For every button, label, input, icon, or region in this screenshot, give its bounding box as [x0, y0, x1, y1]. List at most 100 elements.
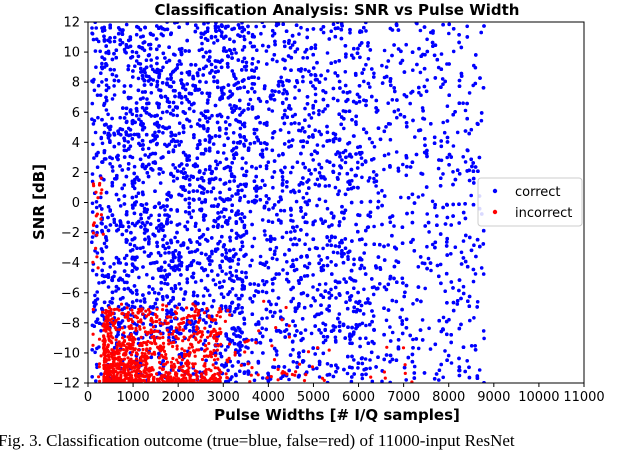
correct-point	[137, 117, 141, 121]
correct-point	[404, 42, 409, 47]
correct-point	[419, 54, 424, 58]
correct-point	[363, 242, 368, 247]
correct-point	[388, 77, 393, 81]
correct-point	[331, 324, 336, 328]
correct-point	[344, 155, 348, 160]
correct-point	[112, 68, 116, 72]
correct-point	[321, 25, 326, 29]
correct-point	[206, 22, 210, 25]
correct-point	[293, 236, 297, 241]
correct-point	[438, 184, 443, 188]
correct-point	[232, 310, 237, 314]
correct-point	[352, 262, 356, 267]
correct-point	[384, 287, 389, 292]
correct-point	[217, 280, 222, 285]
correct-point	[388, 325, 392, 329]
correct-point	[358, 29, 363, 33]
correct-point	[115, 229, 119, 233]
correct-point	[171, 108, 175, 112]
correct-point	[216, 241, 220, 246]
correct-point	[297, 354, 301, 359]
correct-point	[272, 98, 277, 102]
correct-point	[232, 156, 236, 161]
correct-point	[254, 322, 258, 327]
correct-point	[264, 166, 269, 171]
correct-point	[327, 296, 332, 300]
correct-point	[102, 34, 106, 39]
correct-point	[311, 273, 315, 277]
correct-point	[143, 227, 147, 231]
correct-point	[108, 36, 112, 40]
correct-point	[289, 170, 293, 175]
correct-point	[400, 307, 404, 312]
correct-point	[104, 88, 109, 93]
correct-point	[259, 141, 263, 145]
correct-point	[451, 182, 455, 187]
correct-point	[162, 234, 167, 238]
correct-point	[291, 242, 296, 247]
correct-point	[441, 82, 445, 86]
correct-point	[368, 199, 373, 204]
correct-point	[425, 212, 430, 216]
correct-point	[272, 346, 277, 351]
correct-point	[425, 244, 429, 249]
correct-point	[370, 277, 374, 281]
correct-point	[161, 51, 166, 56]
correct-point	[305, 254, 309, 259]
correct-point	[393, 245, 397, 250]
correct-point	[252, 179, 257, 183]
correct-point	[410, 359, 415, 364]
correct-point	[210, 113, 214, 118]
correct-point	[343, 109, 348, 114]
correct-point	[177, 302, 181, 307]
correct-point	[136, 76, 141, 81]
correct-point	[140, 221, 145, 225]
correct-point	[445, 119, 450, 123]
correct-point	[187, 154, 191, 158]
correct-point	[212, 204, 216, 208]
correct-point	[224, 332, 228, 336]
correct-point	[136, 132, 141, 137]
correct-point	[415, 298, 419, 302]
correct-point	[317, 162, 322, 167]
correct-point	[155, 297, 159, 302]
correct-point	[266, 371, 270, 376]
correct-point	[250, 312, 255, 317]
correct-point	[345, 371, 350, 376]
correct-point	[165, 81, 169, 85]
correct-point	[108, 265, 112, 269]
correct-point	[193, 164, 197, 169]
correct-point	[213, 282, 218, 287]
correct-point	[208, 262, 212, 267]
correct-point	[100, 160, 104, 164]
correct-point	[307, 69, 311, 74]
correct-point	[423, 224, 428, 228]
correct-point	[463, 160, 468, 164]
correct-point	[471, 267, 476, 272]
correct-point	[171, 149, 176, 154]
correct-point	[350, 239, 354, 243]
correct-point	[250, 68, 254, 72]
correct-point	[254, 189, 259, 193]
correct-point	[288, 353, 293, 357]
correct-point	[351, 309, 356, 314]
correct-point	[102, 300, 107, 305]
correct-point	[236, 23, 241, 27]
correct-point	[147, 241, 151, 246]
correct-point	[244, 60, 249, 65]
correct-point	[114, 55, 118, 60]
correct-point	[323, 199, 328, 204]
correct-point	[390, 98, 395, 102]
correct-point	[190, 307, 194, 311]
correct-point	[157, 229, 161, 233]
correct-point	[230, 300, 235, 305]
correct-point	[337, 172, 342, 176]
correct-point	[388, 274, 393, 279]
correct-point	[301, 196, 306, 200]
correct-point	[205, 273, 210, 278]
correct-point	[317, 183, 321, 188]
correct-point	[342, 277, 346, 281]
correct-point	[468, 235, 472, 240]
correct-point	[461, 101, 465, 105]
correct-point	[246, 90, 250, 94]
